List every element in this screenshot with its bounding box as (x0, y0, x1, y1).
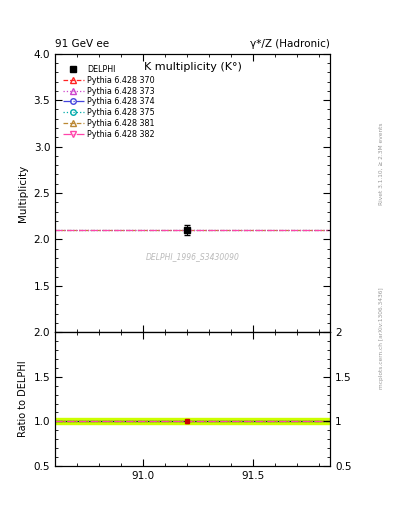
Text: K multiplicity (K°): K multiplicity (K°) (143, 62, 242, 72)
Text: γ*/Z (Hadronic): γ*/Z (Hadronic) (250, 38, 330, 49)
Legend: DELPHI, Pythia 6.428 370, Pythia 6.428 373, Pythia 6.428 374, Pythia 6.428 375, : DELPHI, Pythia 6.428 370, Pythia 6.428 3… (62, 63, 156, 140)
Y-axis label: Multiplicity: Multiplicity (18, 164, 28, 222)
Text: 91 GeV ee: 91 GeV ee (55, 38, 109, 49)
Text: Rivet 3.1.10, ≥ 2.3M events: Rivet 3.1.10, ≥ 2.3M events (379, 122, 384, 205)
Text: mcplots.cern.ch [arXiv:1306.3436]: mcplots.cern.ch [arXiv:1306.3436] (379, 287, 384, 389)
Y-axis label: Ratio to DELPHI: Ratio to DELPHI (18, 361, 28, 437)
Bar (55, 418, 330, 424)
Text: DELPHI_1996_S3430090: DELPHI_1996_S3430090 (146, 252, 239, 262)
